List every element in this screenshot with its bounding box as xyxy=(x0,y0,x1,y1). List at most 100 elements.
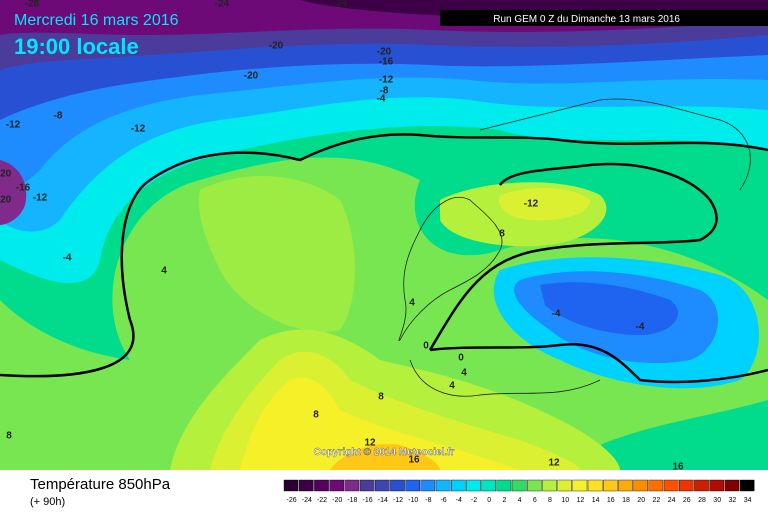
contour-label: 12 xyxy=(364,438,376,449)
legend-label: 16 xyxy=(607,497,615,504)
contour-label: 0 xyxy=(423,341,429,352)
legend-label: 30 xyxy=(713,497,721,504)
legend-swatch xyxy=(694,479,709,492)
legend-label: 12 xyxy=(577,497,585,504)
legend-swatch xyxy=(329,479,345,492)
legend-swatch xyxy=(390,479,405,492)
legend-swatch xyxy=(435,479,451,492)
legend-swatch xyxy=(314,479,329,492)
contour-label: -4 xyxy=(377,94,386,105)
coastlines xyxy=(398,98,751,397)
contour-label: 4 xyxy=(461,368,467,379)
legend-swatch xyxy=(466,479,481,492)
contour-label: -4 xyxy=(63,253,72,264)
legend-label: 14 xyxy=(592,497,600,504)
legend-swatch xyxy=(679,479,694,492)
contour-label: -16 xyxy=(379,57,394,68)
legend-swatch xyxy=(709,479,724,492)
contour-label: -16 xyxy=(16,183,31,194)
legend-swatch xyxy=(511,479,527,492)
legend-label: 20 xyxy=(637,497,645,504)
contour-label: 4 xyxy=(449,381,455,392)
legend-label: -26 xyxy=(287,497,297,504)
legend-swatch xyxy=(542,479,557,492)
legend-label: 26 xyxy=(683,497,691,504)
contour-label: -20 xyxy=(244,71,259,82)
legend-label: 28 xyxy=(698,497,706,504)
legend-swatch xyxy=(299,479,314,492)
legend-label: 18 xyxy=(622,497,630,504)
contour-label: -12 xyxy=(379,75,394,86)
legend-label: 0 xyxy=(487,497,491,504)
legend-label: -8 xyxy=(425,497,431,504)
time-title: 19:00 locale xyxy=(14,34,139,59)
contour-label: 16 xyxy=(672,462,684,473)
contour-label: 8 xyxy=(499,229,505,240)
contour-label: -20 xyxy=(269,41,284,52)
legend-swatch xyxy=(557,479,572,492)
legend-label: -22 xyxy=(317,497,327,504)
contour-label: 4 xyxy=(161,266,167,277)
contour-label: -8 xyxy=(54,111,63,122)
contour-label: -20 xyxy=(377,47,392,58)
legend-swatch xyxy=(572,479,588,492)
legend-label: 22 xyxy=(653,497,661,504)
legend-label: -20 xyxy=(332,497,342,504)
legend-label: -14 xyxy=(378,497,388,504)
run-info: Run GEM 0 Z du Dimanche 13 mars 2016 xyxy=(493,14,680,25)
contour-label: -8 xyxy=(380,86,389,97)
contour-label: 4 xyxy=(409,298,415,309)
contour-label: -24 xyxy=(215,0,230,10)
legend-swatch xyxy=(527,479,542,492)
legend-swatch xyxy=(283,479,299,492)
contour-label: 8 xyxy=(378,392,384,403)
legend-swatch xyxy=(618,479,633,492)
zero-isotherm xyxy=(0,133,768,384)
contour-label: -12 xyxy=(6,120,21,131)
copyright: Copyright © 2014 Meteociel.fr xyxy=(314,447,455,458)
legend-label: -12 xyxy=(393,497,403,504)
legend-swatch xyxy=(481,479,497,492)
contour-label: 16 xyxy=(408,455,420,466)
legend-label: -10 xyxy=(408,497,418,504)
contour-label: -24 xyxy=(333,0,348,9)
legend-label: 10 xyxy=(561,497,569,504)
contour-label: -4 xyxy=(636,322,645,333)
legend-swatch xyxy=(359,479,375,492)
contour-label: 0 xyxy=(458,353,464,364)
legend-label: -18 xyxy=(347,497,357,504)
legend-swatch xyxy=(648,479,664,492)
legend-label: 2 xyxy=(502,497,506,504)
contour-label: -12 xyxy=(131,124,146,135)
legend-swatch xyxy=(375,479,390,492)
contour-label: -20 xyxy=(0,169,12,180)
legend-swatch xyxy=(603,479,618,492)
legend-label: 4 xyxy=(518,497,522,504)
legend: -26 -24 -22 -20 -18 -16 -14 -12 -10 -8 -6 -4 -2 0 2 4 6 8… xyxy=(283,479,755,504)
contour-label: 8 xyxy=(6,431,12,442)
legend-label: -2 xyxy=(471,497,477,504)
legend-label: 34 xyxy=(744,497,752,504)
legend-label: 32 xyxy=(729,497,737,504)
legend-swatch xyxy=(405,479,421,492)
contour-label: -20 xyxy=(0,195,12,206)
legend-swatch xyxy=(587,479,603,492)
temperature-field xyxy=(0,0,768,470)
legend-label: -4 xyxy=(456,497,462,504)
legend-label: 6 xyxy=(533,497,537,504)
legend-swatch xyxy=(663,479,679,492)
contour-label: -12 xyxy=(524,199,539,210)
legend-swatch xyxy=(344,479,360,492)
legend-swatch xyxy=(451,479,466,492)
legend-label: -24 xyxy=(302,497,312,504)
legend-swatch xyxy=(633,479,648,492)
legend-label: 8 xyxy=(548,497,552,504)
footer-lead: (+ 90h) xyxy=(30,496,65,508)
contour-label: 12 xyxy=(548,458,560,469)
contour-label: -4 xyxy=(552,309,561,320)
legend-swatch xyxy=(496,479,512,492)
date-title: Mercredi 16 mars 2016 xyxy=(14,12,179,29)
legend-swatch xyxy=(420,479,436,492)
legend-swatch xyxy=(739,479,755,492)
contour-label: -28 xyxy=(25,0,40,10)
